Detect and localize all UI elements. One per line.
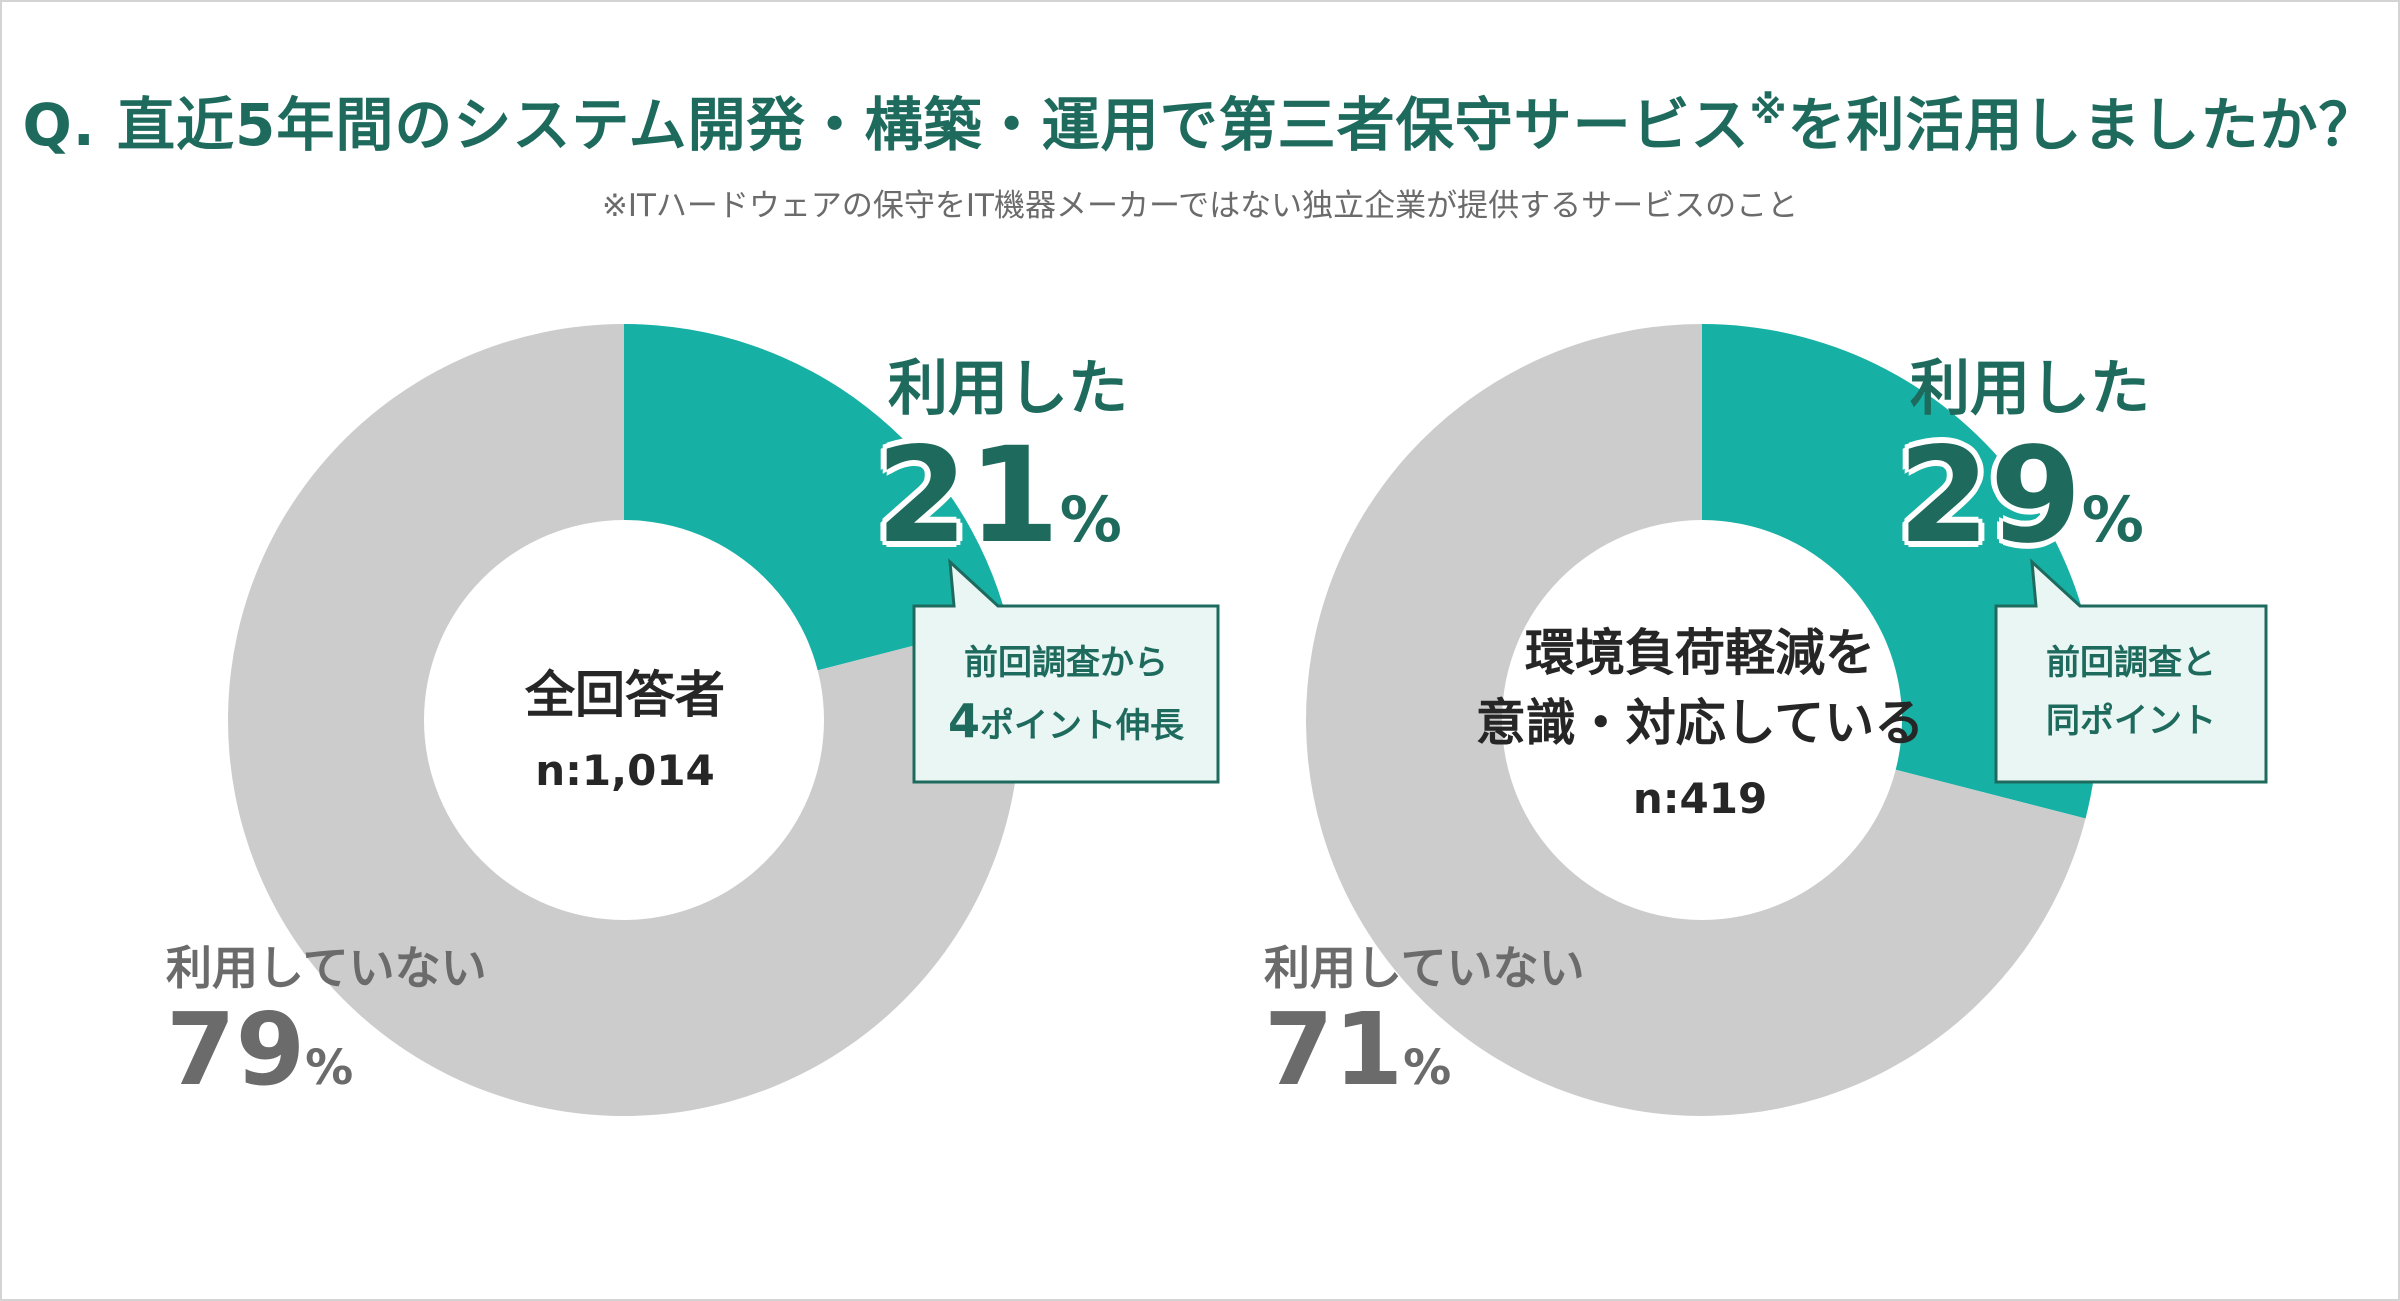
right-donut-hole <box>1502 520 1902 920</box>
chart-subtitle: ※ITハードウェアの保守をIT機器メーカーではない独立企業が提供するサービスのこ… <box>601 188 1799 224</box>
left-slice-not-used <box>228 324 1021 1116</box>
right-sample-size: n:419 <box>1632 774 1768 823</box>
left-notused-value: 79% <box>166 991 354 1108</box>
left-donut-hole <box>424 520 824 920</box>
footnote-mark: ※ <box>1749 88 1788 132</box>
right-notused-label: 利用していない <box>1264 941 1585 995</box>
right-center-label: 環境負荷軽減を 意識・対応している n:419 <box>1440 618 1960 823</box>
chart-title: Q. 直近5年間のシステム開発・構築・運用で第三者保守サービス※を利活用しました… <box>22 88 2378 159</box>
right-callout-bubble <box>1994 558 2268 784</box>
right-callout-text: 前回調査と 同ポイント <box>2046 643 2216 741</box>
left-sample-size: n:1,014 <box>535 746 715 795</box>
left-center-label: 全回答者 n:1,014 <box>420 660 830 795</box>
right-group-name-line2: 意識・対応している <box>1475 694 1925 752</box>
right-group-name-line1: 環境負荷軽減を <box>1525 624 1875 682</box>
left-group-name: 全回答者 <box>525 666 725 724</box>
left-notused-label: 利用していない <box>166 941 487 995</box>
right-used-label: 利用した <box>1910 354 2150 424</box>
right-notused-value: 71% <box>1264 991 1452 1108</box>
left-callout-bubble <box>912 558 1220 784</box>
right-used-value: 29% <box>1898 419 2144 573</box>
left-used-value: 21% <box>876 419 1122 573</box>
left-callout-text: 前回調査から 4ポイント伸長 <box>947 643 1184 748</box>
left-used-label: 利用した <box>888 354 1128 424</box>
